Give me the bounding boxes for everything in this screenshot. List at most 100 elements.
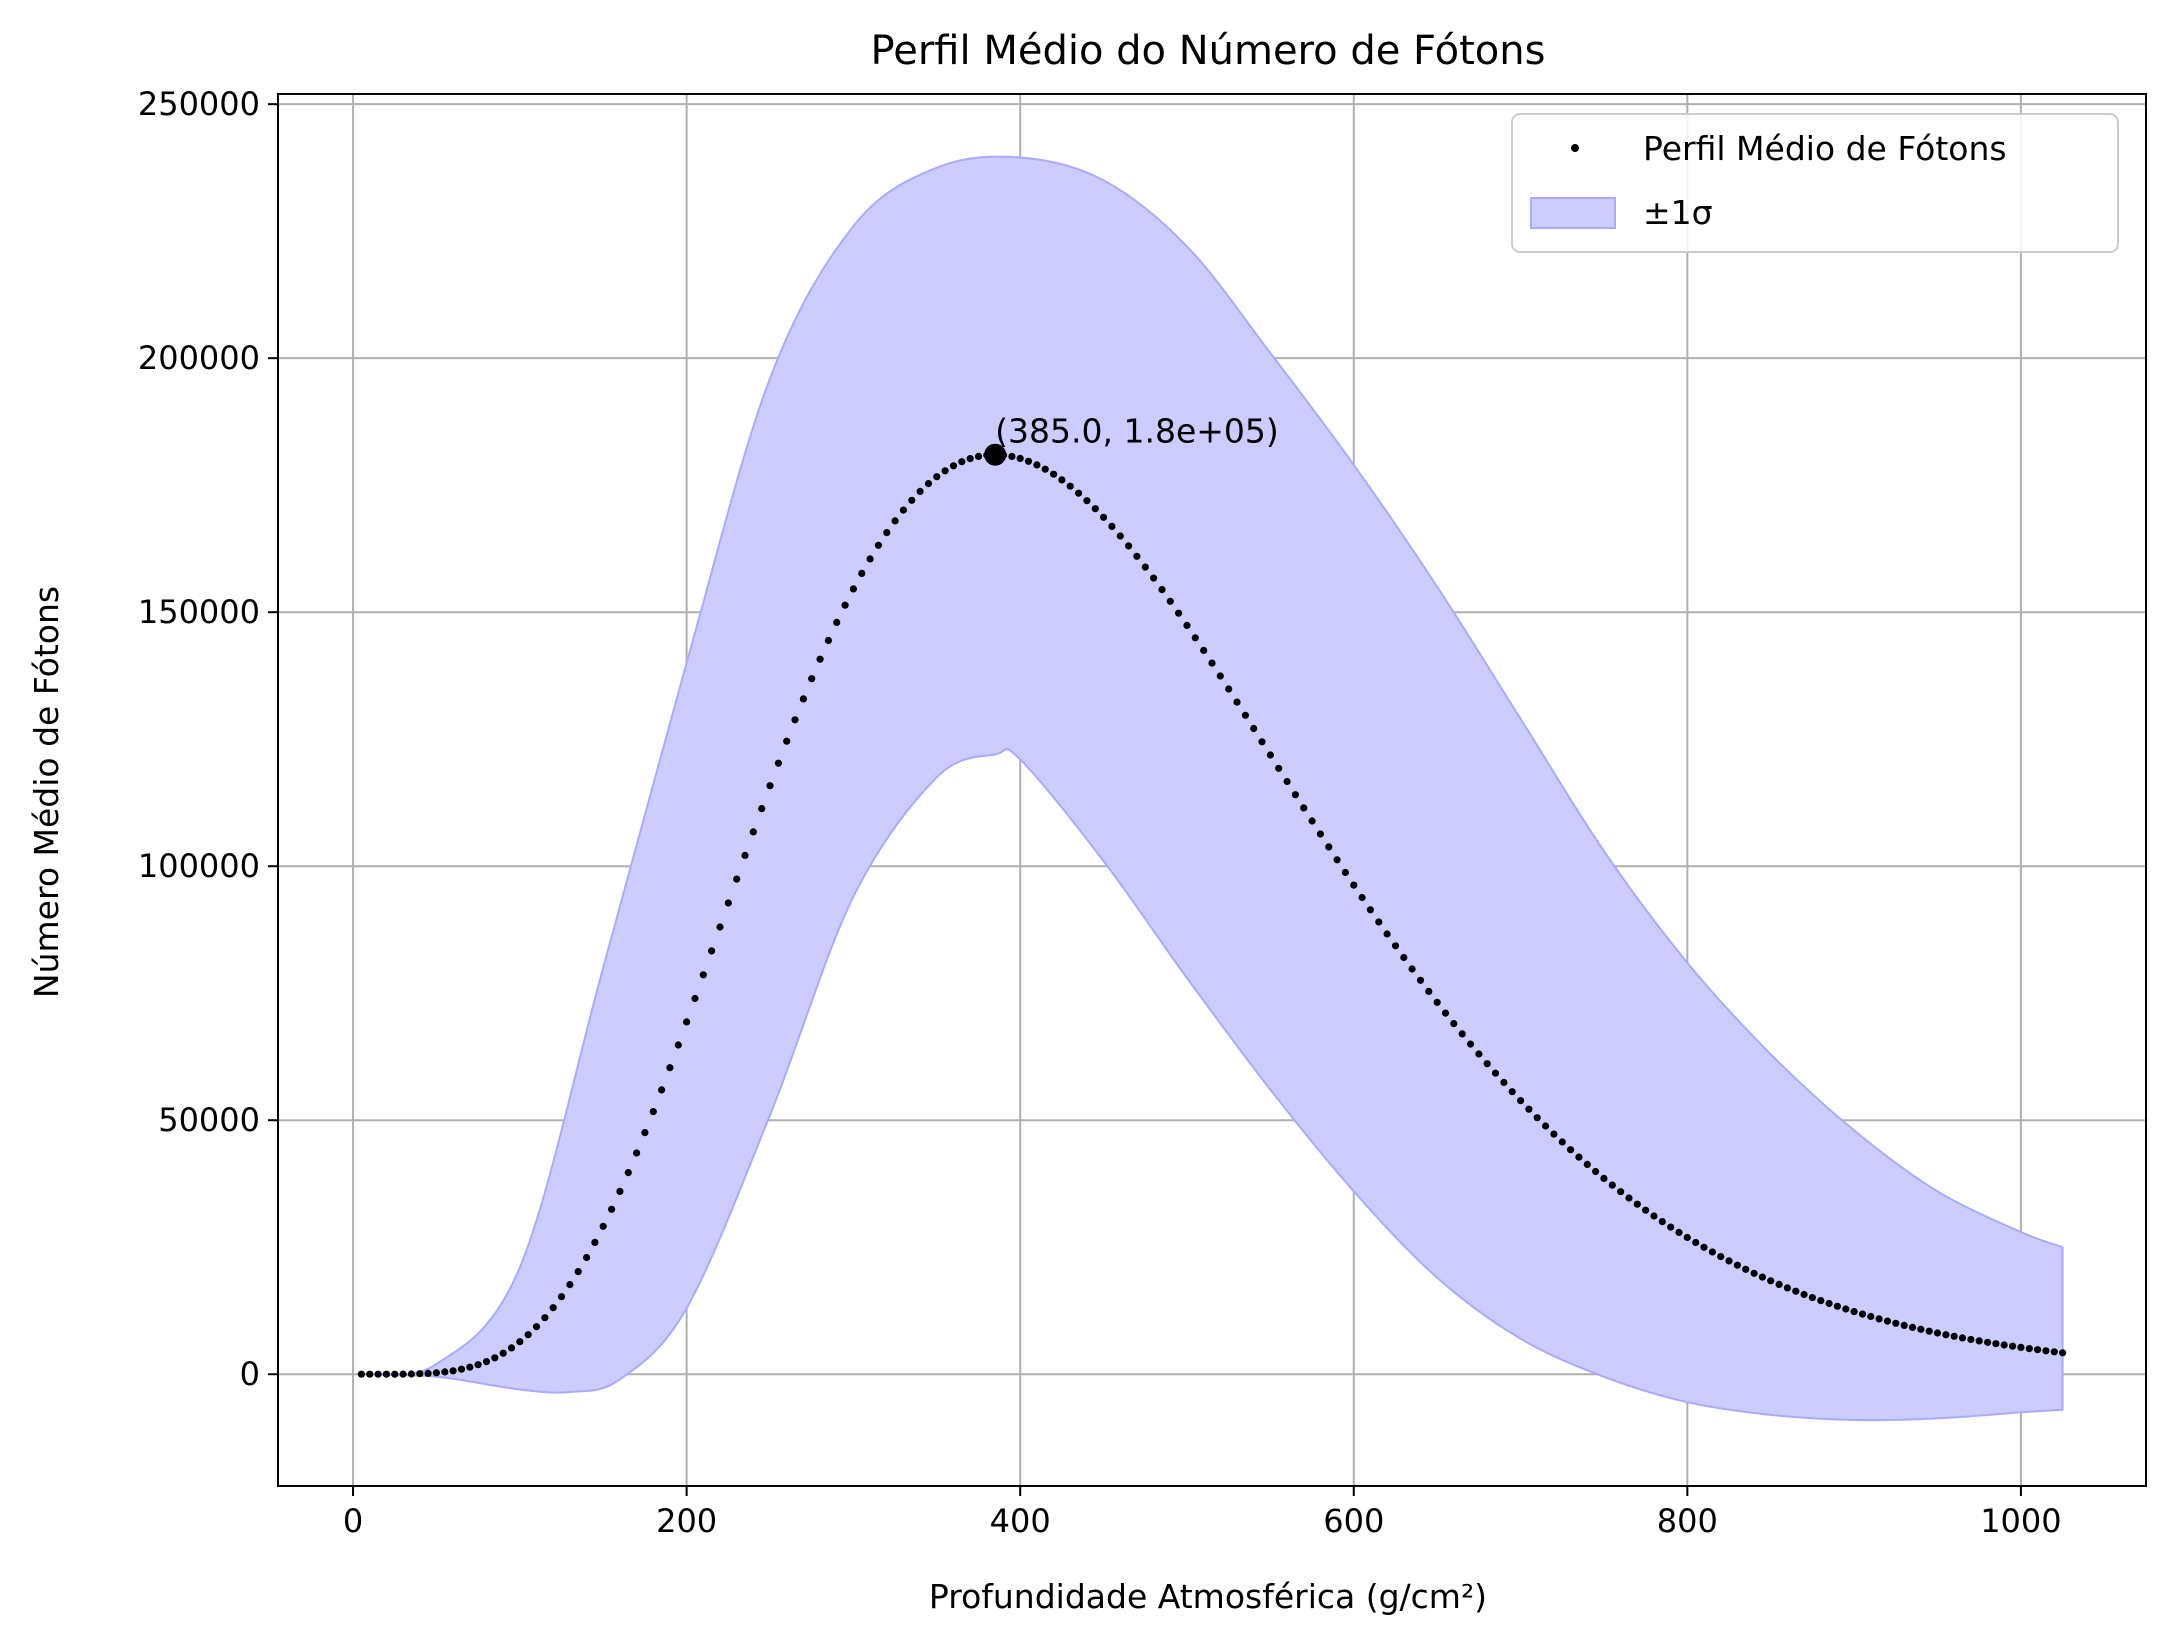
profile-point xyxy=(1892,1319,1900,1327)
profile-point xyxy=(1500,1078,1508,1087)
x-tick-label: 200 xyxy=(656,1502,717,1540)
profile-point xyxy=(774,759,783,767)
y-tick-label: 50000 xyxy=(158,1101,260,1139)
profile-point xyxy=(858,569,866,578)
profile-point xyxy=(1283,777,1291,786)
profile-point xyxy=(1658,1218,1666,1226)
profile-point xyxy=(1592,1167,1600,1176)
profile-point xyxy=(1675,1228,1683,1236)
profile-point xyxy=(1041,465,1049,473)
profile-point xyxy=(849,585,858,593)
profile-point xyxy=(1200,646,1208,655)
profile-point xyxy=(683,1018,691,1026)
profile-point xyxy=(457,1365,466,1373)
profile-point xyxy=(2017,1343,2025,1351)
profile-point xyxy=(633,1149,641,1157)
profile-point xyxy=(1683,1233,1691,1242)
profile-point xyxy=(557,1293,566,1301)
profile-point xyxy=(1808,1294,1816,1302)
profile-point xyxy=(1842,1305,1850,1313)
profile-point xyxy=(482,1358,491,1366)
profile-point xyxy=(1942,1331,1950,1339)
profile-point xyxy=(1408,965,1416,973)
profile-point xyxy=(1750,1269,1758,1277)
profile-point xyxy=(1642,1206,1650,1214)
profile-point xyxy=(1483,1060,1491,1068)
profile-point xyxy=(799,695,808,703)
profile-point xyxy=(891,517,899,525)
profile-point xyxy=(1692,1238,1700,1247)
profile-point xyxy=(599,1222,607,1230)
profile-point xyxy=(1150,574,1158,582)
profile-point xyxy=(966,455,974,463)
profile-point xyxy=(1775,1280,1783,1288)
profile-point xyxy=(474,1361,482,1369)
profile-point xyxy=(1533,1114,1541,1122)
profile-point xyxy=(766,782,774,790)
profile-point xyxy=(1958,1334,1967,1342)
profile-point xyxy=(741,851,749,860)
profile-point xyxy=(416,1370,424,1378)
y-tick-label: 100000 xyxy=(138,847,260,885)
profile-point xyxy=(666,1064,674,1072)
profile-point xyxy=(1900,1321,1908,1329)
profile-point xyxy=(532,1323,541,1331)
profile-point xyxy=(1133,552,1141,560)
profile-point xyxy=(1208,659,1216,667)
profile-point xyxy=(1925,1327,1933,1335)
profile-point xyxy=(357,1370,365,1378)
profile-point xyxy=(733,875,741,883)
profile-point xyxy=(1175,609,1183,617)
profile-point xyxy=(1984,1338,1992,1346)
profile-point xyxy=(1617,1188,1625,1196)
profile-point xyxy=(1400,953,1408,962)
profile-point xyxy=(499,1349,507,1357)
profile-point xyxy=(1517,1097,1525,1105)
profile-point xyxy=(783,737,791,745)
profile-point xyxy=(1667,1223,1675,1231)
profile-point xyxy=(1908,1323,1917,1331)
profile-point xyxy=(1091,505,1099,513)
profile-point xyxy=(2059,1349,2067,1357)
profile-point xyxy=(916,487,924,495)
profile-point xyxy=(841,601,849,609)
profile-point xyxy=(1300,804,1308,812)
peak-marker xyxy=(984,443,1007,466)
profile-point xyxy=(941,467,949,475)
profile-point xyxy=(1066,482,1074,490)
x-tick-label: 0 xyxy=(343,1502,363,1540)
profile-point xyxy=(674,1041,682,1049)
profile-point xyxy=(1450,1020,1458,1028)
profile-point xyxy=(1608,1181,1616,1189)
profile-point xyxy=(1108,522,1116,531)
profile-point xyxy=(1700,1243,1708,1251)
profile-point xyxy=(958,458,966,466)
profile-point xyxy=(1075,489,1083,497)
legend-swatch-band xyxy=(1530,197,1616,229)
profile-point xyxy=(541,1314,549,1322)
profile-point xyxy=(1083,497,1091,505)
profile-point xyxy=(624,1169,632,1177)
profile-point xyxy=(524,1331,532,1339)
profile-point xyxy=(824,636,833,645)
profile-point xyxy=(1975,1337,1983,1345)
profile-point xyxy=(691,994,699,1003)
profile-point xyxy=(1058,476,1066,484)
profile-point xyxy=(516,1338,524,1346)
profile-point xyxy=(2000,1341,2008,1349)
profile-point xyxy=(1850,1308,1858,1316)
profile-point xyxy=(899,506,908,514)
profile-point xyxy=(2025,1345,2033,1353)
profile-point xyxy=(1883,1317,1892,1325)
profile-point xyxy=(749,828,757,836)
profile-point xyxy=(374,1370,382,1378)
profile-point xyxy=(1425,987,1433,996)
x-axis-label: Profundidade Atmosférica (g/cm²) xyxy=(929,1577,1487,1616)
profile-point xyxy=(441,1368,449,1376)
legend-marker-points xyxy=(1571,144,1579,152)
profile-point xyxy=(1458,1030,1466,1038)
profile-point xyxy=(1817,1297,1825,1305)
profile-point xyxy=(1708,1248,1716,1256)
profile-point xyxy=(649,1108,657,1116)
profile-point xyxy=(1567,1146,1575,1154)
